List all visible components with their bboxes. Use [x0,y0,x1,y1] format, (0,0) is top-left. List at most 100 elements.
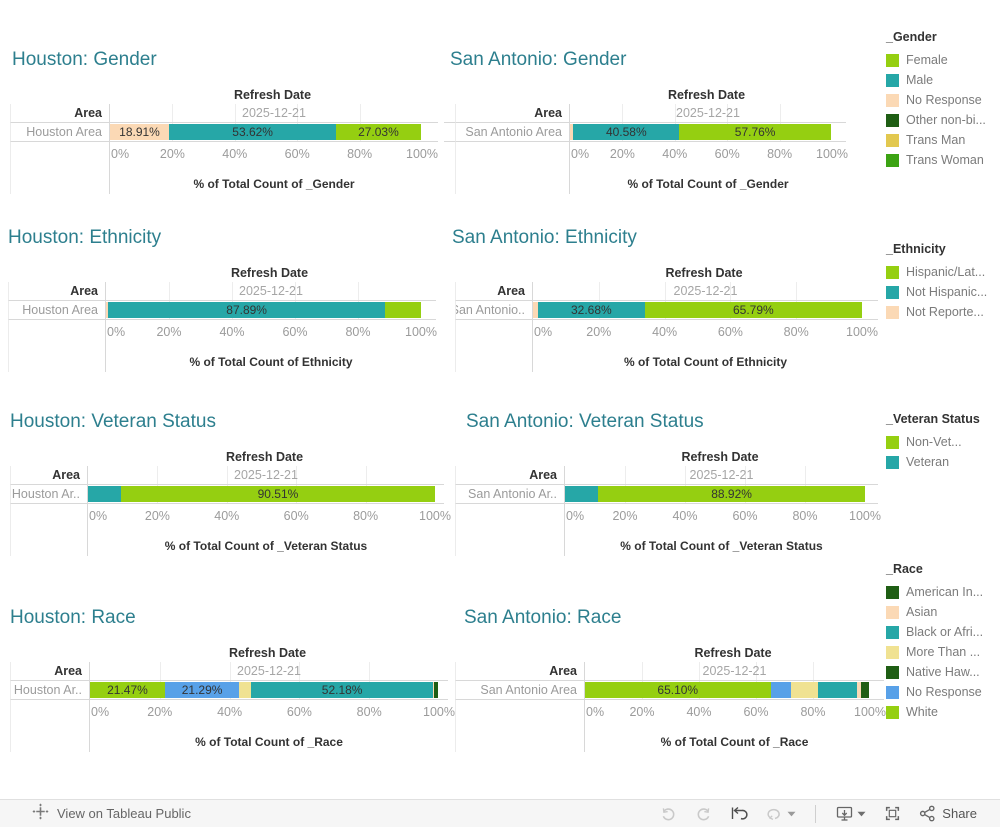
axis-tick-label: 20% [144,509,170,523]
reset-button[interactable] [721,802,757,826]
bar-segment-veteran[interactable] [88,486,121,502]
bar-segment-more-than[interactable] [239,682,252,698]
legend-item-other-non-bi[interactable]: Other non-bi... [886,110,998,130]
bar-segment-not-hispanic[interactable]: 87.89% [108,302,386,318]
bar-segment-not-reporte[interactable] [533,302,538,318]
legend-item-asian[interactable]: Asian [886,602,998,622]
refresh-date-value: 2025-12-21 [702,664,767,678]
legend-item-trans-man[interactable]: Trans Man [886,130,998,150]
legend-swatch [886,585,899,599]
legend-label: American In... [906,585,984,599]
bar-segment-hispanic-lat[interactable] [385,302,421,318]
legend-item-veteran[interactable]: Veteran [886,452,998,472]
chart-houston-veteran-status: Houston: Veteran Status Refresh Date Are… [10,410,451,556]
legend-item-no-response[interactable]: No Response [886,682,998,702]
legend-item-white[interactable]: White [886,702,998,722]
bar-segment-white[interactable]: 65.10% [585,682,771,698]
axis-tick-label: 60% [743,705,769,719]
bar-segment-asian[interactable] [856,682,861,698]
share-button[interactable]: Share [910,802,986,826]
legend-item-american-in[interactable]: American In... [886,582,998,602]
bar-segment-black-or-afri[interactable]: 52.18% [251,682,434,698]
bar-segment-not-hispanic[interactable]: 32.68% [537,302,646,318]
stacked-bar[interactable]: 88.92% [565,486,865,502]
stacked-bar[interactable]: 87.89% [106,302,421,318]
legend-item-black-or-afri[interactable]: Black or Afri... [886,622,998,642]
bar-segment-veteran[interactable] [565,486,599,502]
axis-ticks: 0% 20% 40% 60% 80% 100% [585,700,886,724]
stacked-bar[interactable]: 40.58% 57.76% [570,124,832,140]
share-label: Share [942,806,977,821]
stacked-bar[interactable]: 65.10% [585,682,870,698]
legend-veteran-status: _Veteran Status Non-Vet... Veteran [886,412,998,472]
redo-button[interactable] [686,802,721,826]
legend-item-female[interactable]: Female [886,50,998,70]
bar-segment-hispanic-lat[interactable]: 65.79% [645,302,862,318]
axis-ticks: 0% 20% 40% 60% 80% 100% [88,504,451,528]
stacked-bar[interactable]: 18.91% 53.62% 27.03% [110,124,422,140]
legend-item-more-than[interactable]: More Than ... [886,642,998,662]
axis-tick-label: 40% [686,705,712,719]
axis-tick-label: 60% [717,325,743,339]
bar-segment-no-response[interactable]: 18.91% [110,124,169,140]
chart-table: Refresh Date Area 2025-12-21 Houston Area… [8,264,437,372]
axis-ticks: 0% 20% 40% 60% 80% 100% [533,320,878,344]
axis-tick-label: 60% [732,509,758,523]
legend-item-not-hispanic[interactable]: Not Hispanic... [886,282,998,302]
legend-title: _Veteran Status [886,412,980,426]
download-icon [837,806,853,821]
legend-item-no-response[interactable]: No Response [886,90,998,110]
gridline [297,104,299,122]
legend-item-trans-woman[interactable]: Trans Woman [886,150,998,170]
bar-segment-no-response[interactable]: 21.29% [164,682,240,698]
bar-segment-not-reporte[interactable] [106,302,109,318]
bar-segment-male[interactable]: 40.58% [573,124,680,140]
area-header: Area [74,106,102,120]
bar-segment-no-response[interactable] [570,124,574,140]
legend-label: White [906,705,938,719]
caret-down-icon [787,811,796,816]
fullscreen-button[interactable] [875,802,910,826]
axis-tick-label: 60% [282,325,308,339]
download-button[interactable] [826,802,875,826]
gridline [234,104,236,122]
chart-houston-ethnicity: Houston: Ethnicity Refresh Date Area 2025… [8,226,437,372]
refresh-date-header: Refresh Date [665,266,743,280]
undo-button[interactable] [651,802,686,826]
bar-segment-american-in[interactable] [434,682,438,698]
refresh-date-value: 2025-12-21 [234,468,298,482]
stacked-bar[interactable]: 90.51% [88,486,435,502]
gridline [232,282,233,300]
bar-segment-american-in[interactable] [860,682,869,698]
stacked-bar[interactable]: 21.47% 21.29% 52.18% [90,682,439,698]
legend-item-native-haw[interactable]: Native Haw... [886,662,998,682]
bar-segment-non-vet[interactable]: 88.92% [598,486,865,502]
refresh-date-value: 2025-12-21 [676,106,740,120]
area-header: Area [549,664,577,678]
legend-item-non-vet[interactable]: Non-Vet... [886,432,998,452]
legend-ethnicity: _Ethnicity Hispanic/Lat... Not Hispanic..… [886,242,998,322]
refresh-date-header: Refresh Date [233,88,312,102]
bar-segment-female[interactable]: 57.76% [679,124,831,140]
stacked-bar[interactable]: 32.68% 65.79% [533,302,862,318]
refresh-date-header: Refresh Date [225,450,304,464]
gridline [229,662,231,680]
bar-segment-more-than[interactable] [791,682,819,698]
legend-swatch [886,645,899,659]
bar-segment-non-vet[interactable]: 90.51% [120,486,435,502]
legend-item-hispanic-lat[interactable]: Hispanic/Lat... [886,262,998,282]
legend-item-not-reporte[interactable]: Not Reporte... [886,302,998,322]
legend-item-male[interactable]: Male [886,70,998,90]
refresh-date-header: Refresh Date [667,88,746,102]
bar-segment-female[interactable]: 27.03% [336,124,421,140]
bar-segment-male[interactable]: 53.62% [168,124,337,140]
gridline [730,282,732,300]
replay-button[interactable] [757,802,805,826]
bar-segment-asian[interactable] [433,682,435,698]
bar-segment-black-or-afri[interactable] [818,682,857,698]
gridline [622,104,624,122]
view-on-tableau-public-button[interactable]: View on Tableau Public [32,803,191,825]
bar-segment-white[interactable]: 21.47% [90,682,165,698]
bar-segment-no-response[interactable] [770,682,792,698]
